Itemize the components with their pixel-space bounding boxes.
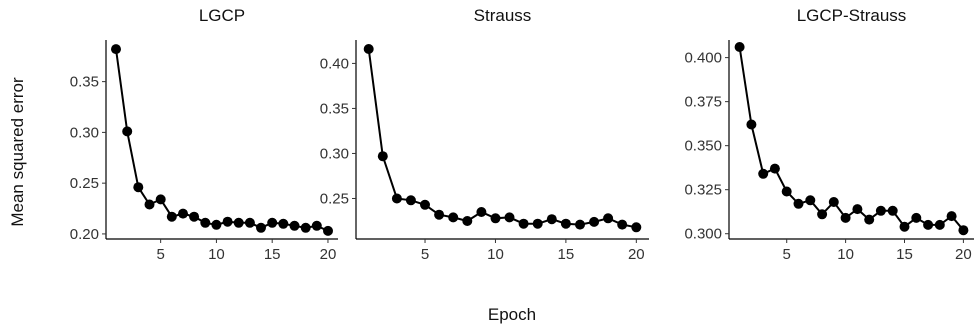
data-point	[504, 212, 515, 223]
data-point	[911, 212, 922, 223]
data-point	[256, 222, 266, 233]
data-point	[122, 126, 133, 137]
x-tick-label: 5	[783, 246, 791, 263]
data-point	[617, 219, 628, 230]
data-point	[793, 198, 804, 209]
y-tick-label: 0.40	[320, 55, 349, 72]
data-point	[244, 217, 255, 228]
y-tick-label: 0.30	[70, 124, 99, 141]
data-point	[603, 213, 614, 224]
data-point	[781, 186, 792, 197]
y-tick-label: 0.325	[684, 182, 722, 199]
data-point	[222, 216, 233, 227]
y-tick-label: 0.35	[320, 100, 349, 117]
data-point	[946, 211, 957, 222]
x-tick-label: 15	[896, 246, 913, 263]
y-tick-label: 0.375	[684, 94, 722, 111]
data-point	[144, 199, 155, 210]
data-point	[758, 168, 769, 179]
data-point	[746, 119, 757, 130]
panel-title: Strauss	[474, 6, 532, 25]
data-point	[405, 195, 416, 206]
data-point	[189, 211, 200, 222]
x-tick-label: 10	[837, 246, 854, 263]
data-point	[178, 208, 188, 219]
data-point	[546, 214, 557, 225]
data-point	[817, 209, 828, 220]
y-tick-label: 0.25	[70, 175, 99, 192]
data-point	[323, 225, 333, 236]
data-point	[476, 207, 487, 217]
data-point	[377, 151, 388, 162]
data-point	[233, 217, 244, 228]
data-point	[267, 217, 278, 228]
data-point	[434, 209, 445, 220]
panel-2: Strauss 0.25 0.30 0.35 0.40 5 10 15 20	[320, 6, 649, 263]
data-point	[200, 217, 211, 228]
x-tick-label: 10	[487, 246, 504, 263]
x-tick-label: 20	[955, 246, 972, 263]
chart-panels: LGCP 0.20 0.25 0.30 0.35 5 10 15 20 Strauss 0.25 0.…	[70, 6, 974, 263]
data-point	[840, 212, 851, 223]
data-point	[211, 219, 222, 230]
data-point	[448, 212, 459, 223]
y-tick-label: 0.35	[70, 74, 99, 91]
x-tick-label: 5	[421, 246, 429, 263]
data-point	[111, 44, 121, 55]
data-point	[155, 194, 166, 205]
data-point	[923, 219, 934, 230]
data-point	[420, 199, 430, 210]
data-point	[589, 216, 600, 227]
y-tick-label: 0.25	[320, 190, 349, 207]
data-point	[166, 211, 177, 222]
x-tick-label: 5	[156, 246, 164, 263]
data-point	[363, 44, 374, 54]
y-tick-label: 0.300	[684, 226, 722, 243]
x-tick-label: 15	[264, 246, 281, 263]
x-tick-label: 10	[208, 246, 225, 263]
data-point	[278, 218, 289, 229]
data-point	[300, 222, 311, 233]
data-point	[391, 193, 402, 204]
data-point	[887, 205, 898, 216]
data-point	[958, 225, 969, 236]
data-point	[828, 197, 839, 207]
data-point	[852, 204, 863, 215]
data-point	[133, 182, 144, 193]
x-tick-label: 15	[558, 246, 575, 263]
x-axis-title: Epoch	[488, 305, 536, 324]
data-point	[560, 218, 571, 229]
data-point	[805, 195, 816, 206]
x-tick-label: 20	[628, 246, 645, 263]
panel-title: LGCP	[199, 6, 245, 25]
panel-title: LGCP-Strauss	[797, 6, 907, 25]
data-point	[769, 163, 780, 174]
data-point	[864, 214, 875, 225]
data-point	[518, 218, 529, 229]
data-point	[490, 213, 501, 224]
panel-3: LGCP-Strauss 0.300 0.325 0.350 0.375 0.400 5 10…	[684, 6, 974, 263]
data-point	[934, 219, 945, 230]
series-line	[738, 46, 965, 231]
data-point	[734, 42, 745, 52]
data-point	[532, 218, 543, 229]
x-tick-label: 20	[320, 246, 337, 263]
data-point	[631, 222, 642, 233]
data-point	[575, 219, 585, 230]
y-axis-title: Mean squared error	[8, 77, 27, 227]
panel-1: LGCP 0.20 0.25 0.30 0.35 5 10 15 20	[70, 6, 338, 263]
y-tick-label: 0.20	[70, 226, 99, 243]
y-tick-label: 0.350	[684, 138, 722, 155]
y-tick-label: 0.400	[684, 50, 722, 67]
y-tick-label: 0.30	[320, 145, 349, 162]
data-point	[899, 221, 910, 232]
data-point	[875, 205, 886, 216]
data-point	[462, 216, 473, 226]
data-point	[311, 220, 322, 231]
data-point	[289, 220, 300, 231]
